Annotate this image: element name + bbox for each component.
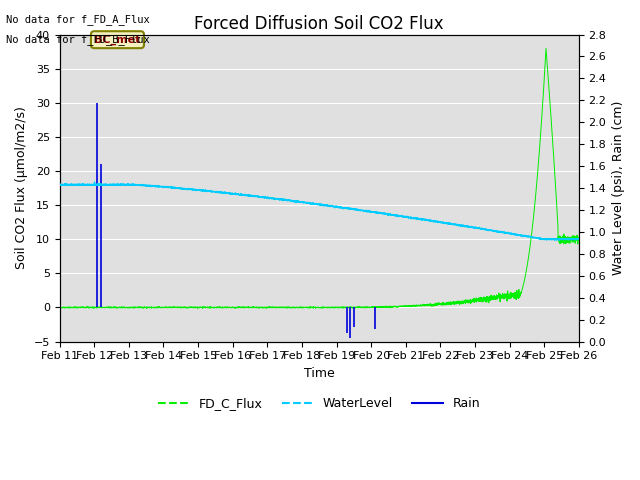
Text: No data for f_FD_B_Flux: No data for f_FD_B_Flux bbox=[6, 34, 150, 45]
Title: Forced Diffusion Soil CO2 Flux: Forced Diffusion Soil CO2 Flux bbox=[195, 15, 444, 33]
Text: BC_met: BC_met bbox=[94, 35, 141, 45]
Y-axis label: Soil CO2 Flux (μmol/m2/s): Soil CO2 Flux (μmol/m2/s) bbox=[15, 107, 28, 269]
Legend: FD_C_Flux, WaterLevel, Rain: FD_C_Flux, WaterLevel, Rain bbox=[153, 392, 486, 415]
X-axis label: Time: Time bbox=[304, 367, 335, 380]
Y-axis label: Water Level (psi), Rain (cm): Water Level (psi), Rain (cm) bbox=[612, 101, 625, 275]
Text: No data for f_FD_A_Flux: No data for f_FD_A_Flux bbox=[6, 14, 150, 25]
